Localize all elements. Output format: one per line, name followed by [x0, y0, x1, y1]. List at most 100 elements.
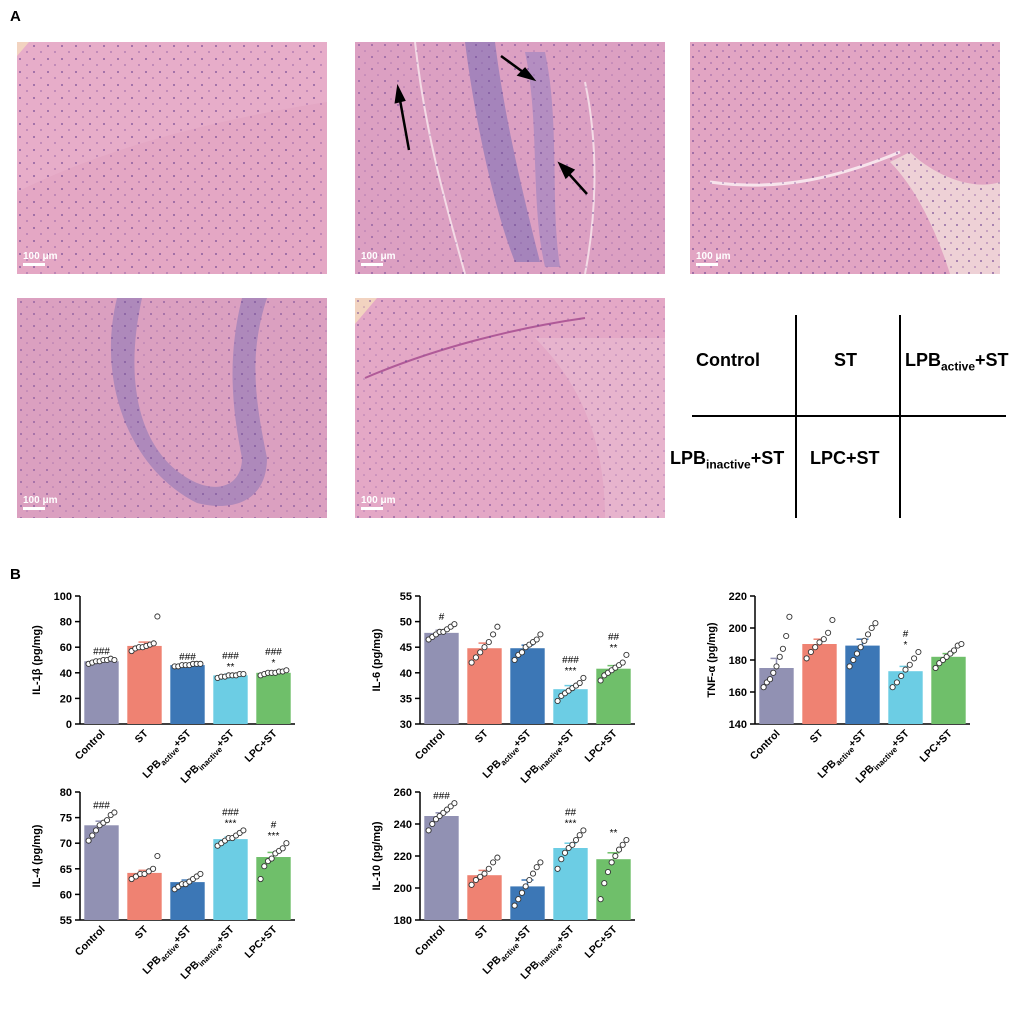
y-tick-label: 60	[60, 889, 72, 901]
legend-lpb-inactive: LPBinactive+ST	[670, 448, 785, 472]
data-point	[846, 663, 853, 670]
data-point	[494, 623, 501, 630]
data-point	[490, 631, 497, 638]
x-tick-label: ST	[808, 727, 826, 745]
data-point	[868, 624, 875, 632]
bar-4	[256, 672, 291, 724]
data-point	[518, 649, 526, 656]
data-point	[89, 832, 96, 839]
bar-4	[596, 668, 631, 724]
data-point	[902, 666, 909, 673]
data-point	[145, 868, 152, 875]
data-point	[816, 639, 823, 646]
y-tick-label: 200	[729, 623, 747, 635]
data-point	[872, 620, 879, 627]
data-point	[522, 883, 529, 890]
y-tick-label: 55	[400, 591, 412, 603]
data-point	[783, 632, 790, 640]
data-point	[619, 841, 626, 848]
data-point	[485, 639, 492, 646]
significance-mark: ##	[608, 632, 620, 643]
data-point	[481, 644, 488, 651]
y-tick-label: 160	[729, 687, 747, 699]
x-tick-label: ST	[473, 923, 491, 941]
significance-mark: ***	[565, 666, 577, 677]
bar-2	[845, 645, 880, 724]
data-point	[490, 859, 497, 866]
data-point	[85, 837, 92, 844]
data-point	[820, 636, 827, 643]
x-tick-label: Control	[413, 924, 448, 959]
data-point	[932, 664, 939, 672]
data-point	[197, 660, 204, 667]
data-point	[597, 677, 604, 684]
data-point	[128, 875, 135, 883]
data-point	[601, 880, 608, 887]
data-point	[141, 870, 148, 877]
data-point	[558, 856, 565, 863]
x-tick-label: Control	[73, 728, 108, 763]
y-tick-label: 240	[394, 819, 412, 831]
data-point	[472, 654, 479, 661]
y-tick-label: 100	[54, 591, 72, 603]
significance-mark: #	[903, 629, 909, 640]
y-tick-label: 20	[60, 693, 72, 705]
data-point	[197, 870, 204, 877]
data-point	[154, 613, 161, 620]
data-point	[257, 875, 264, 883]
bar-0	[424, 816, 459, 920]
y-tick-label: 180	[394, 915, 412, 927]
significance-mark: *	[904, 640, 908, 651]
data-point	[615, 846, 623, 853]
micrograph-lpb-active: 100 μm	[690, 42, 1000, 274]
scale-bar: 100 μm	[23, 495, 57, 510]
data-point	[572, 836, 580, 844]
significance-mark: ###	[433, 791, 450, 802]
data-point	[915, 648, 922, 656]
data-point	[576, 832, 583, 839]
data-point	[950, 647, 958, 654]
bar-3	[213, 839, 248, 920]
data-point	[533, 636, 540, 643]
chart-4: 180 200 220 240 260 IL-10 (pg/mg) ### Control ST…	[371, 787, 635, 982]
y-tick-label: 140	[729, 719, 747, 731]
data-point	[580, 674, 587, 681]
data-point	[619, 659, 626, 666]
bar-4	[596, 859, 631, 920]
data-point	[612, 852, 619, 860]
data-point	[518, 889, 526, 896]
data-point	[132, 873, 139, 880]
significance-mark: ##	[565, 807, 577, 818]
data-point	[911, 655, 918, 662]
y-tick-label: 180	[729, 655, 747, 667]
data-point	[154, 852, 161, 860]
y-tick-label: 40	[400, 668, 412, 680]
data-point	[511, 656, 518, 664]
data-point	[240, 827, 247, 834]
data-point	[268, 855, 275, 862]
y-tick-label: 0	[66, 719, 72, 731]
significance-mark: *	[272, 658, 276, 669]
x-tick-label: LPC+ST	[582, 923, 620, 961]
x-tick-label: LPC+ST	[917, 727, 955, 765]
data-point	[569, 841, 576, 848]
micrograph-lpc: 100 μm	[355, 298, 665, 518]
tissue-image	[17, 42, 327, 274]
tissue-image	[17, 298, 327, 518]
y-axis-label: IL-4 (pg/mg)	[31, 824, 43, 887]
data-point	[261, 863, 268, 870]
x-tick-label: Control	[413, 728, 448, 763]
data-point	[451, 621, 458, 628]
bar-0	[84, 661, 119, 724]
y-tick-label: 80	[60, 787, 72, 799]
data-point	[623, 651, 630, 658]
significance-mark: #	[439, 612, 445, 623]
panel-a-label: A	[10, 8, 21, 25]
significance-mark: ###	[93, 647, 110, 658]
data-point	[533, 864, 540, 871]
data-point	[776, 653, 783, 660]
tissue-image	[690, 42, 1000, 274]
significance-mark: ***	[268, 831, 280, 842]
y-tick-label: 220	[729, 591, 747, 603]
